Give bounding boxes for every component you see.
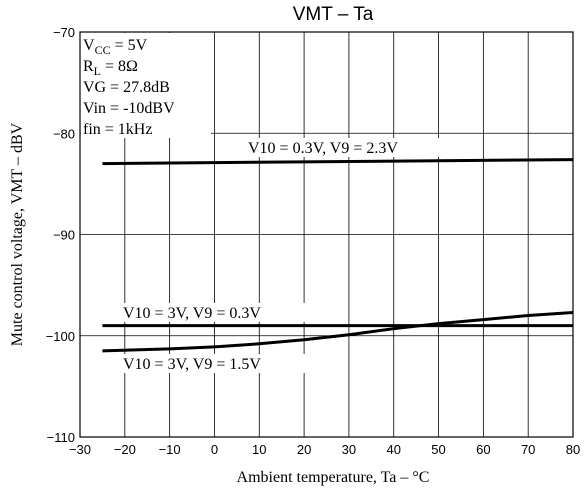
condition-vg: VG = 27.8dB [83,79,170,96]
x-tick-label: 50 [431,442,445,457]
x-tick-label: 0 [211,442,218,457]
series-line-3 [102,311,574,353]
series-label-1: V10 = 0.3V, V9 = 2.3V [248,140,398,157]
x-tick-label: −30 [69,442,91,457]
tick-labels: −30 −20 −10 0 10 20 30 40 50 60 70 80−110−100−90−80… [46,25,581,457]
x-tick-label: 20 [297,442,311,457]
x-tick-label: 60 [476,442,490,457]
y-axis-label: Mute control voltage, VMT – dBV [9,122,26,346]
series-line-1 [102,158,574,166]
x-tick-label: 40 [386,442,400,457]
condition-rl: RL = 8Ω [83,58,138,78]
x-tick-label: −20 [114,442,136,457]
series-layer [102,158,574,353]
series-label-background [121,303,308,322]
condition-vin: Vin = -10dBV [83,100,175,117]
y-tick-label: −110 [47,430,75,445]
x-tick-label: 70 [521,442,535,457]
plot-frame [79,31,574,438]
y-tick-label: −90 [53,228,75,243]
series-label-2: V10 = 3V, V9 = 0.3V [123,305,261,322]
chart-title: VMT – Ta [293,4,374,25]
y-tick-label: −100 [46,329,75,344]
x-axis-label: Ambient temperature, Ta – °C [237,469,430,486]
series-labels: V10 = 0.3V, V9 = 2.3V V10 = 3V, V9 = 0.3V… [121,138,448,373]
series-label-background [121,354,308,373]
x-tick-label: −10 [159,442,181,457]
condition-fin: fin = 1kHz [83,121,152,138]
series-label-background [246,138,448,157]
y-tick-label: −80 [53,126,75,141]
series-label-3: V10 = 3V, V9 = 1.5V [123,356,261,373]
conditions-box-background [81,33,211,138]
x-tick-label: 10 [252,442,266,457]
y-tick-label: −70 [53,25,75,40]
x-tick-label: 30 [342,442,356,457]
condition-vcc: VCC = 5V [83,37,148,57]
x-tick-label: 80 [566,442,580,457]
conditions-background [81,33,211,138]
grid [80,32,573,437]
